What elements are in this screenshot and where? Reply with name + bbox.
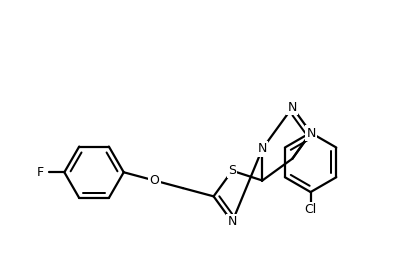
Text: Cl: Cl xyxy=(305,203,317,216)
Text: N: N xyxy=(227,215,237,228)
Text: S: S xyxy=(228,164,236,177)
Text: F: F xyxy=(36,166,44,179)
Text: N: N xyxy=(307,126,316,140)
Text: N: N xyxy=(258,142,267,155)
Text: O: O xyxy=(149,174,159,187)
Text: N: N xyxy=(288,101,297,114)
